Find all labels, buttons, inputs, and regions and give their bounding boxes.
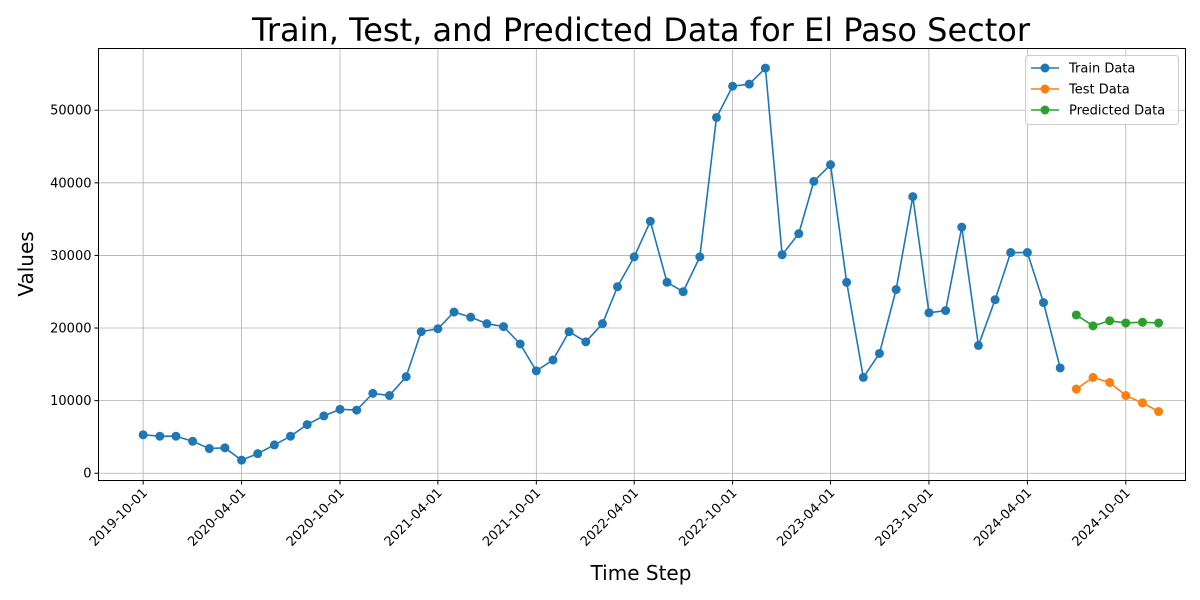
legend-entry-train-data: Train Data — [1031, 62, 1135, 77]
legend-marker — [1040, 84, 1050, 94]
grid — [98, 48, 1186, 481]
train-data-point — [237, 455, 247, 465]
train-data-point — [957, 222, 967, 232]
train-data-point — [449, 307, 459, 317]
train-data-point — [515, 339, 525, 349]
legend-entry-predicted-data: Predicted Data — [1031, 104, 1165, 119]
predicted-data-point — [1137, 317, 1147, 327]
train-data-series — [138, 63, 1065, 465]
y-tick-label: 20000 — [50, 322, 91, 337]
y-tick-label: 40000 — [50, 176, 91, 191]
train-data-point — [138, 430, 148, 440]
train-data-point — [613, 282, 623, 292]
train-data-point — [794, 229, 804, 239]
train-data-point — [990, 295, 1000, 305]
train-data-point — [908, 192, 918, 202]
train-data-point — [253, 449, 263, 459]
train-data-point — [1055, 363, 1065, 373]
legend: Train Data Test Data Predicted Data — [1025, 55, 1179, 125]
train-data-point — [466, 312, 476, 322]
train-data-point — [744, 79, 754, 89]
train-data-point — [155, 431, 165, 441]
series-layer — [138, 63, 1164, 465]
train-data-point — [924, 308, 934, 318]
train-data-point — [302, 420, 312, 430]
train-data-point — [482, 319, 492, 329]
y-axis-label: Values — [14, 231, 38, 296]
train-data-point — [941, 306, 951, 316]
train-data-point — [662, 277, 672, 287]
train-data-point — [645, 216, 655, 226]
train-data-point — [220, 443, 230, 453]
test-data-point — [1137, 398, 1147, 408]
legend-label: Train Data — [1068, 62, 1135, 77]
train-data-point — [499, 322, 509, 332]
train-data-point — [1039, 298, 1049, 308]
y-tick-label: 30000 — [50, 249, 91, 264]
train-data-point — [188, 436, 198, 446]
y-tick-label: 0 — [83, 467, 91, 482]
legend-marker — [1040, 105, 1050, 115]
train-data-point — [368, 388, 378, 398]
train-data-point — [564, 327, 574, 337]
train-data-point — [548, 355, 558, 365]
plot-frame — [98, 48, 1186, 481]
legend-label: Predicted Data — [1069, 104, 1165, 119]
y-tick-label: 10000 — [50, 394, 91, 409]
train-data-point — [204, 444, 214, 454]
train-data-point — [695, 252, 705, 262]
legend-label: Test Data — [1068, 83, 1130, 98]
train-data-point — [1022, 248, 1032, 258]
legend-marker — [1040, 63, 1050, 73]
predicted-data-series — [1071, 310, 1164, 331]
test-data-point — [1088, 372, 1098, 382]
predicted-data-point — [1105, 316, 1115, 326]
predicted-data-point — [1088, 321, 1098, 331]
train-data-point — [335, 404, 345, 414]
y-tick-label: 50000 — [50, 104, 91, 119]
train-data-point — [874, 348, 884, 358]
test-data-point — [1105, 377, 1115, 387]
train-data-point — [581, 337, 591, 347]
test-data-point — [1121, 391, 1131, 401]
train-data-point — [711, 112, 721, 122]
x-axis-label: Time Step — [590, 561, 692, 585]
train-data-point — [401, 372, 411, 382]
train-data-point — [171, 431, 181, 441]
test-data-series — [1071, 372, 1164, 417]
train-data-point — [286, 431, 296, 441]
test-data-point — [1071, 384, 1081, 394]
predicted-data-point — [1121, 318, 1131, 328]
train-data-point — [384, 391, 394, 401]
train-data-point — [629, 252, 639, 262]
train-data-point — [678, 287, 688, 297]
train-data-point — [319, 411, 329, 421]
legend-box — [1025, 55, 1179, 125]
train-data-point — [760, 63, 770, 73]
train-data-point — [777, 250, 787, 260]
test-data-point — [1154, 407, 1164, 417]
predicted-data-point — [1071, 310, 1081, 320]
train-data-point — [891, 285, 901, 295]
train-data-point — [352, 405, 362, 415]
train-data-point — [809, 176, 819, 186]
legend-entry-test-data: Test Data — [1031, 83, 1130, 98]
train-data-point — [858, 372, 868, 382]
train-data-point — [433, 324, 443, 334]
chart-title: Train, Test, and Predicted Data for El P… — [251, 11, 1031, 49]
train-data-point — [597, 319, 607, 329]
train-data-point — [531, 366, 541, 376]
train-data-point — [416, 327, 426, 337]
predicted-data-point — [1154, 318, 1164, 328]
train-data-point — [842, 277, 852, 287]
train-data-point — [728, 81, 738, 91]
train-data-point — [826, 160, 836, 170]
train-data-point — [269, 440, 279, 450]
train-data-point — [973, 340, 983, 350]
train-data-point — [1006, 248, 1016, 258]
